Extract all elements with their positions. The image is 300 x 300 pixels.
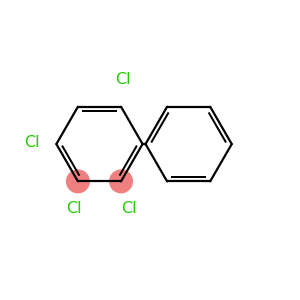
Text: Cl: Cl [24,135,40,150]
Text: Cl: Cl [115,72,130,87]
Circle shape [67,170,89,193]
Text: Cl: Cl [121,201,136,216]
Text: Cl: Cl [66,201,81,216]
Circle shape [110,170,132,193]
